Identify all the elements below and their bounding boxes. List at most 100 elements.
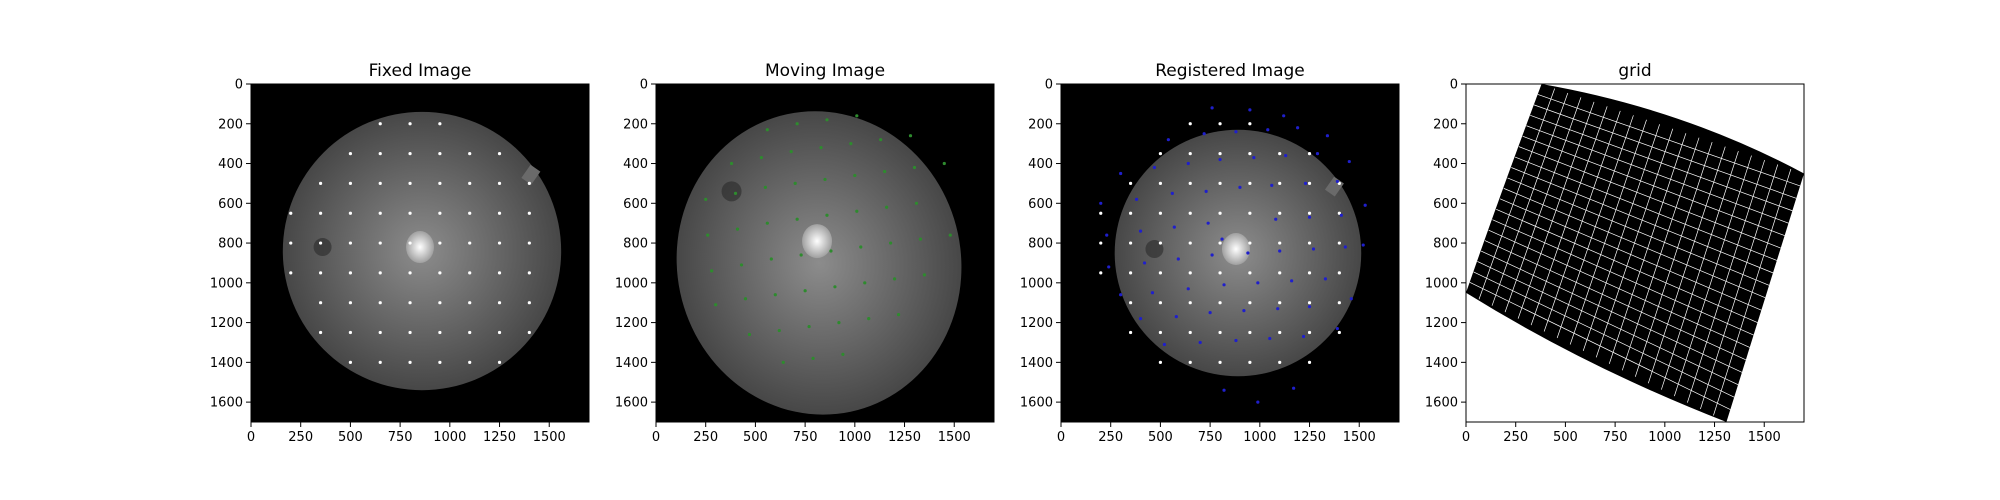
scatter-point bbox=[1337, 181, 1341, 186]
scatter-point bbox=[1186, 287, 1190, 291]
y-tick-label: 200 bbox=[1028, 117, 1053, 132]
x-tick-label: 500 bbox=[743, 430, 768, 445]
scatter-point bbox=[795, 122, 799, 126]
scatter-point bbox=[289, 211, 293, 215]
scatter-point bbox=[1188, 360, 1192, 364]
scatter-point bbox=[1278, 330, 1282, 335]
scatter-point bbox=[823, 177, 827, 182]
grid-line bbox=[1674, 155, 1752, 397]
scatter-point bbox=[1337, 330, 1341, 335]
y-tick-label: 1400 bbox=[210, 356, 243, 371]
scatter-point bbox=[889, 241, 893, 245]
y-tick-label: 1400 bbox=[615, 356, 648, 371]
scatter-point bbox=[1099, 271, 1103, 275]
scatter-point bbox=[1256, 281, 1260, 285]
y-tick-label: 1600 bbox=[1020, 396, 1053, 411]
scatter-point bbox=[1307, 211, 1312, 215]
scatter-point bbox=[807, 324, 811, 329]
scatter-point bbox=[1292, 386, 1296, 390]
scatter-point bbox=[1220, 237, 1224, 241]
scatter-point bbox=[378, 301, 382, 305]
scatter-point bbox=[438, 122, 442, 126]
scatter-point bbox=[1218, 360, 1222, 364]
scatter-point bbox=[408, 330, 412, 335]
grid-line bbox=[1492, 219, 1754, 336]
x-tick-label: 750 bbox=[793, 430, 818, 445]
scatter-point bbox=[1248, 360, 1252, 364]
y-tick-label: 1000 bbox=[615, 276, 648, 291]
scatter-point bbox=[1210, 253, 1214, 257]
scatter-point bbox=[1234, 338, 1238, 343]
scatter-point bbox=[408, 122, 412, 126]
grid-line bbox=[1488, 229, 1750, 348]
scatter-point bbox=[1311, 247, 1316, 251]
scatter-point bbox=[1105, 233, 1109, 237]
panel-title: Registered Image bbox=[1155, 61, 1305, 81]
grid-line bbox=[1473, 271, 1735, 398]
scatter-point bbox=[777, 328, 781, 333]
scatter-point bbox=[1307, 215, 1312, 219]
scatter-point bbox=[408, 211, 412, 215]
scatter-point bbox=[892, 277, 897, 281]
macula bbox=[721, 181, 742, 202]
scatter-point bbox=[795, 217, 799, 221]
scatter-point bbox=[829, 249, 833, 253]
scatter-point bbox=[497, 330, 502, 335]
scatter-point bbox=[1222, 388, 1226, 392]
scatter-point bbox=[1158, 330, 1163, 335]
scatter-point bbox=[378, 181, 382, 186]
scatter-point bbox=[855, 209, 859, 213]
scatter-point bbox=[859, 245, 863, 249]
scatter-point bbox=[799, 253, 803, 257]
scatter-point bbox=[743, 297, 748, 301]
y-tick-label: 1600 bbox=[1425, 396, 1458, 411]
grid-line bbox=[1621, 137, 1700, 371]
scatter-point bbox=[527, 301, 531, 305]
x-tick-label: 0 bbox=[247, 430, 255, 445]
panel-grid: grid 0 250 500 750 1000 1250 1500 0 200 400 600 800… bbox=[1425, 61, 1805, 445]
scatter-point bbox=[468, 360, 472, 364]
y-tick-label: 1600 bbox=[615, 396, 648, 411]
scatter-point bbox=[1158, 271, 1163, 275]
scatter-point bbox=[1307, 301, 1312, 305]
scatter-point bbox=[773, 293, 777, 297]
scatter-point bbox=[849, 142, 853, 146]
scatter-point bbox=[1278, 271, 1282, 275]
scatter-point bbox=[378, 330, 382, 335]
scatter-point bbox=[348, 330, 353, 335]
scatter-point bbox=[348, 151, 353, 156]
scatter-point bbox=[1188, 181, 1192, 186]
y-tick-label: 400 bbox=[1028, 157, 1053, 172]
y-tick-label: 1000 bbox=[1425, 276, 1458, 291]
y-tick-label: 0 bbox=[1045, 78, 1053, 93]
scatter-point bbox=[1150, 291, 1155, 295]
x-tick-label: 0 bbox=[652, 430, 660, 445]
scatter-point bbox=[1142, 261, 1147, 265]
scatter-point bbox=[348, 181, 353, 186]
scatter-point bbox=[1307, 305, 1312, 309]
scatter-point bbox=[1162, 342, 1166, 347]
scatter-point bbox=[468, 301, 472, 305]
scatter-point bbox=[1315, 151, 1320, 156]
scatter-point bbox=[1278, 301, 1282, 305]
scatter-point bbox=[1307, 151, 1312, 156]
scatter-point bbox=[1248, 122, 1252, 126]
scatter-point bbox=[1268, 336, 1272, 341]
scatter-point bbox=[1138, 229, 1143, 233]
scatter-point bbox=[1128, 271, 1133, 275]
scatter-point bbox=[853, 173, 857, 178]
y-tick-label: 200 bbox=[623, 117, 648, 132]
grid-line bbox=[1647, 146, 1726, 384]
scatter-point bbox=[348, 241, 353, 245]
scatter-point bbox=[833, 285, 837, 289]
scatter-point bbox=[1303, 181, 1308, 186]
scatter-point bbox=[811, 356, 815, 360]
x-tick-label: 250 bbox=[288, 430, 313, 445]
scatter-point bbox=[1242, 309, 1246, 313]
scatter-point bbox=[1099, 241, 1103, 245]
y-tick-label: 0 bbox=[235, 78, 243, 93]
scatter-point bbox=[1290, 279, 1294, 283]
grid-line bbox=[1499, 198, 1762, 311]
deformed-grid bbox=[1466, 84, 1804, 422]
